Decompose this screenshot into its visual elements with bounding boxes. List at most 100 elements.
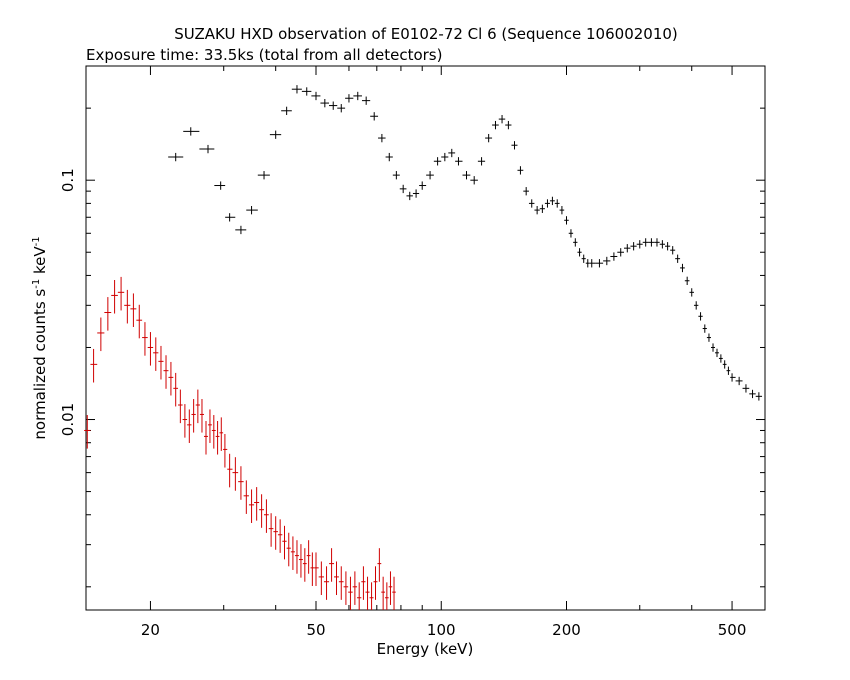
- data-point: [388, 571, 393, 605]
- data-point: [689, 288, 694, 297]
- data-point: [286, 532, 291, 567]
- data-point: [617, 248, 625, 257]
- data-point: [302, 548, 307, 582]
- data-point: [257, 171, 270, 180]
- data-point: [370, 112, 379, 121]
- data-point: [246, 206, 258, 215]
- data-point: [595, 259, 604, 268]
- data-point: [659, 240, 665, 249]
- data-point: [702, 324, 707, 333]
- data-point: [84, 415, 91, 449]
- data-point: [381, 576, 385, 610]
- data-point: [195, 389, 200, 424]
- data-point: [182, 404, 188, 438]
- data-point: [361, 566, 366, 600]
- data-point: [357, 582, 362, 610]
- data-point: [505, 120, 512, 130]
- data-point: [178, 389, 183, 424]
- data-point: [448, 148, 456, 158]
- data-point: [419, 181, 427, 190]
- data-point: [392, 576, 396, 610]
- y-tick-label: 0.01: [59, 403, 77, 436]
- data-point: [384, 582, 389, 610]
- data-point: [318, 561, 324, 596]
- data-point: [603, 256, 611, 266]
- data-point: [377, 548, 382, 582]
- data-point: [343, 571, 349, 605]
- data-point: [353, 91, 362, 101]
- data-point: [298, 544, 303, 578]
- data-point: [718, 354, 723, 363]
- data-point: [215, 420, 220, 455]
- x-axis-label: Energy (keV): [377, 640, 474, 658]
- data-point: [680, 263, 685, 273]
- data-series-layer: [84, 85, 763, 610]
- y-axis-label-main: normalized counts s: [31, 289, 49, 440]
- data-point: [104, 297, 112, 331]
- data-point: [670, 246, 676, 255]
- data-point: [412, 189, 420, 198]
- data-point: [320, 98, 330, 108]
- data-point: [477, 157, 486, 166]
- data-point: [610, 252, 618, 261]
- data-point: [730, 373, 736, 382]
- x-tick-label: 20: [141, 621, 160, 639]
- data-point: [693, 301, 699, 310]
- data-point: [136, 304, 143, 339]
- data-point: [281, 106, 292, 116]
- data-point: [337, 104, 346, 113]
- data-point: [214, 181, 226, 190]
- data-point: [291, 85, 302, 94]
- data-point: [549, 196, 555, 206]
- data-point: [455, 157, 463, 166]
- data-point: [441, 152, 449, 162]
- data-point: [722, 360, 727, 369]
- data-point: [585, 259, 590, 268]
- data-point: [248, 489, 255, 523]
- data-point: [624, 244, 631, 253]
- data-point: [433, 157, 442, 166]
- data-point: [568, 229, 574, 238]
- data-point: [147, 332, 154, 366]
- x-tick-label: 100: [427, 621, 456, 639]
- series-0: [168, 85, 763, 401]
- data-point: [710, 343, 716, 352]
- y-axis-ticks: 0.01 0.1: [59, 65, 765, 588]
- data-point: [559, 206, 565, 215]
- data-point: [517, 166, 524, 175]
- data-point: [268, 513, 274, 547]
- data-point: [225, 213, 236, 222]
- data-point: [492, 120, 499, 130]
- data-point: [365, 576, 370, 610]
- data-point: [706, 333, 711, 342]
- data-point: [369, 582, 374, 610]
- plot-frame: [85, 65, 766, 611]
- data-point: [329, 101, 338, 110]
- data-point: [117, 276, 125, 311]
- data-point: [235, 225, 247, 235]
- data-point: [238, 466, 244, 500]
- data-point: [168, 152, 184, 162]
- data-point: [539, 204, 545, 213]
- data-point: [648, 238, 655, 247]
- data-point: [173, 372, 179, 407]
- data-point: [698, 312, 703, 321]
- data-point: [183, 127, 200, 136]
- y-axis-label-mid: keV: [31, 246, 49, 279]
- data-point: [755, 392, 763, 401]
- data-point: [158, 345, 164, 380]
- data-point: [485, 133, 493, 143]
- data-point: [654, 238, 660, 247]
- data-point: [544, 199, 550, 208]
- data-point: [329, 548, 335, 582]
- data-point: [630, 242, 637, 251]
- data-point: [310, 552, 315, 586]
- data-point: [345, 94, 354, 103]
- data-point: [361, 96, 371, 105]
- data-point: [282, 525, 287, 560]
- data-point: [749, 389, 756, 399]
- data-point: [470, 176, 478, 185]
- data-point: [399, 184, 407, 194]
- data-point: [378, 133, 386, 143]
